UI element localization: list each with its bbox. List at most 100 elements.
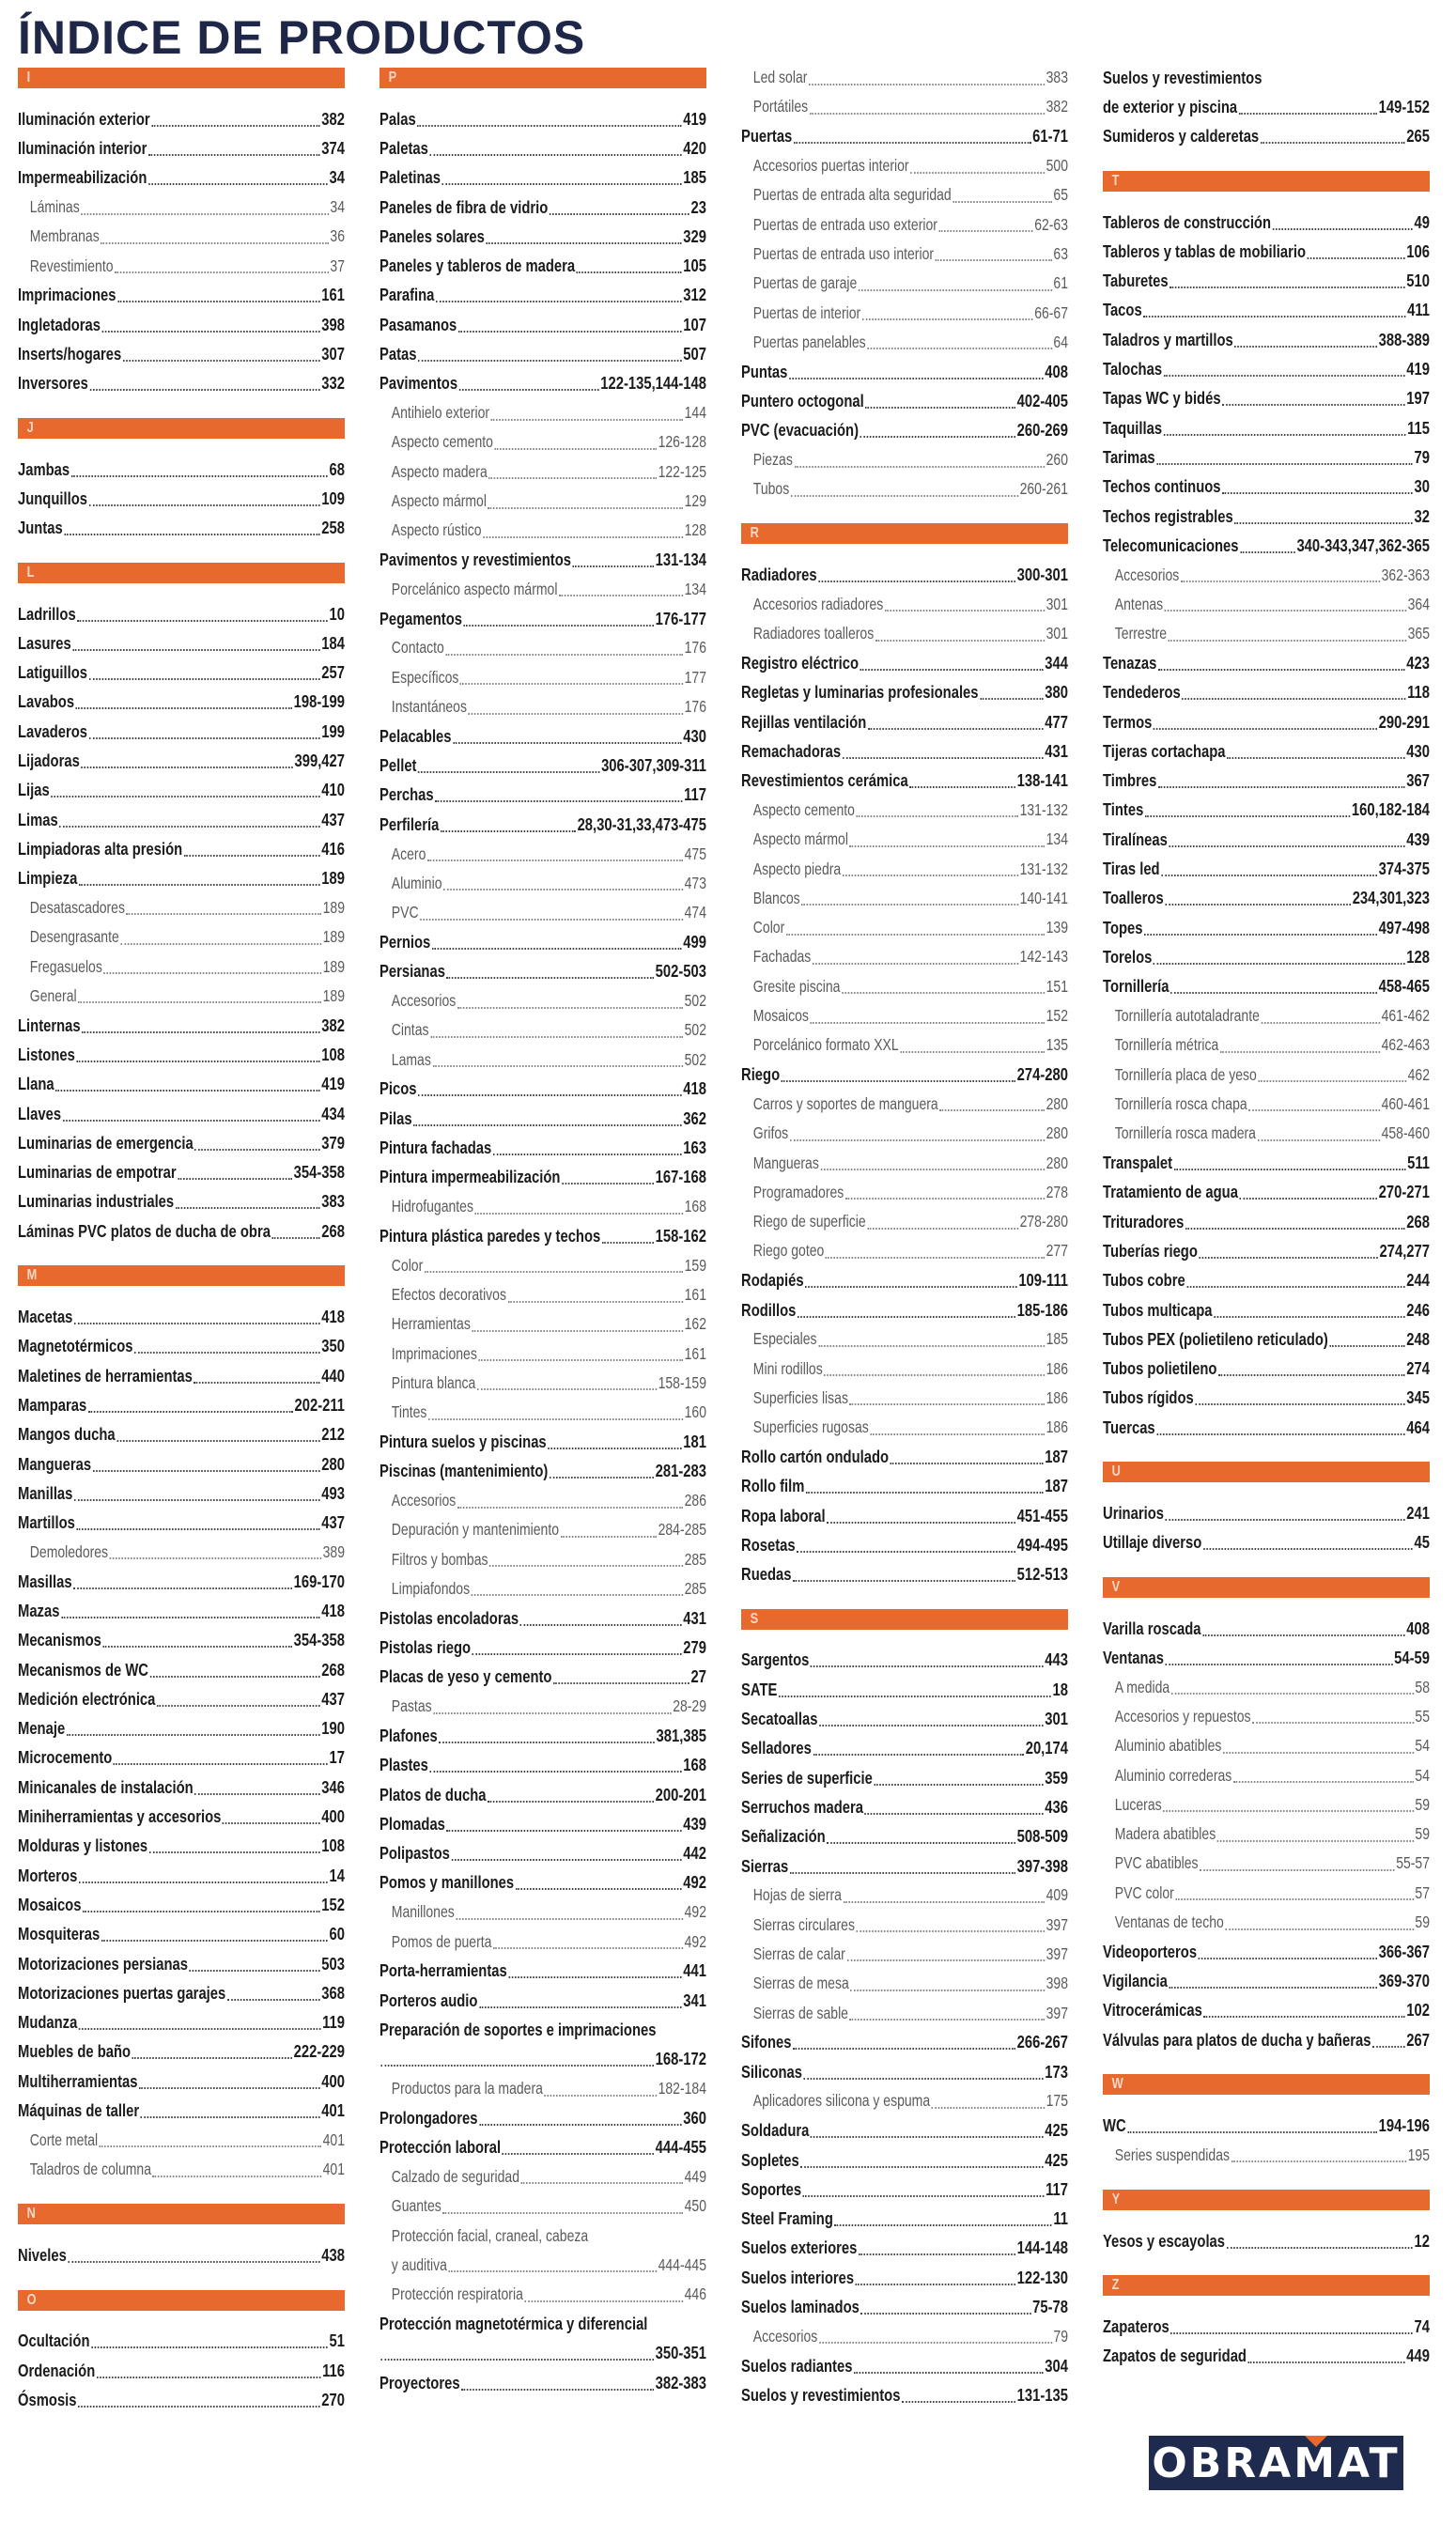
index-entry[interactable]: Lijas 410 (18, 776, 345, 805)
index-entry[interactable]: Tapas WC y bidés 197 (1103, 384, 1430, 413)
index-subentry[interactable]: Desengrasante 189 (18, 922, 345, 952)
index-subentry[interactable]: Protección respiratoria 446 (379, 2280, 706, 2309)
index-entry[interactable]: Steel Framing 11 (741, 2204, 1068, 2233)
index-subentry[interactable]: Madera abatibles 59 (1103, 1819, 1430, 1849)
index-subentry[interactable]: Aspecto mármol 134 (741, 825, 1068, 854)
index-entry[interactable]: Taladros y martillos 388-389 (1103, 325, 1430, 354)
index-entry[interactable]: Iluminación exterior 382 (18, 104, 345, 133)
index-subentry[interactable]: Piezas 260 (741, 445, 1068, 474)
index-entry[interactable]: Pellet 306-307,309-311 (379, 751, 706, 781)
index-entry[interactable]: Plafones 381,385 (379, 1721, 706, 1750)
index-subentry[interactable]: Herramientas 162 (379, 1309, 706, 1339)
index-entry[interactable]: Persianas 502-503 (379, 957, 706, 986)
index-entry[interactable]: Multiherramientas 400 (18, 2067, 345, 2096)
index-entry[interactable]: Tijeras cortachapa 430 (1103, 736, 1430, 766)
index-entry[interactable]: Luminarias de emergencia 379 (18, 1128, 345, 1157)
index-subentry[interactable]: Color 159 (379, 1251, 706, 1280)
index-subentry[interactable]: Tubos 260-261 (741, 474, 1068, 503)
index-entry[interactable]: Serruchos madera 436 (741, 1792, 1068, 1821)
index-entry[interactable]: Ropa laboral 451-455 (741, 1501, 1068, 1530)
index-entry[interactable]: Taburetes 510 (1103, 266, 1430, 295)
index-subentry[interactable]: Fregasuelos 189 (18, 952, 345, 981)
index-entry[interactable]: Suelos interiores 122-130 (741, 2263, 1068, 2292)
index-entry[interactable]: Llana 419 (18, 1070, 345, 1099)
index-entry[interactable]: Tendederos 118 (1103, 678, 1430, 707)
index-subentry[interactable]: Lamas 502 (379, 1045, 706, 1075)
index-entry[interactable]: Mecanismos de WC 268 (18, 1655, 345, 1684)
index-entry[interactable]: Inserts/hogares 307 (18, 339, 345, 368)
index-entry[interactable]: Pintura fachadas 163 (379, 1133, 706, 1162)
index-entry[interactable]: Macetas 418 (18, 1302, 345, 1331)
index-entry[interactable]: Lijadoras 399,427 (18, 746, 345, 775)
index-entry[interactable]: Plomadas 439 (379, 1809, 706, 1838)
index-entry[interactable]: Pilas 362 (379, 1104, 706, 1133)
index-entry[interactable]: Ventanas 54-59 (1103, 1643, 1430, 1672)
index-subentry[interactable]: Luceras 59 (1103, 1790, 1430, 1819)
index-entry[interactable]: Puntas 408 (741, 357, 1068, 386)
index-subentry[interactable]: Portátiles 382 (741, 92, 1068, 121)
index-subentry[interactable]: Tornillería placa de yeso 462 (1103, 1061, 1430, 1090)
index-entry[interactable]: Sargentos 443 (741, 1646, 1068, 1675)
index-entry[interactable]: Mosquiteras 60 (18, 1920, 345, 1949)
index-subentry[interactable]: Hidrofugantes 168 (379, 1192, 706, 1221)
index-subentry[interactable]: Superficies rugosas 186 (741, 1413, 1068, 1442)
index-entry[interactable]: Tintes 160,182-184 (1103, 796, 1430, 825)
index-entry[interactable]: 168-172 (379, 2045, 706, 2074)
index-entry[interactable]: Perfilería 28,30-31,33,473-475 (379, 810, 706, 839)
index-entry[interactable]: Limas 437 (18, 805, 345, 834)
index-subentry[interactable]: Contacto 176 (379, 633, 706, 662)
index-entry[interactable]: Suelos y revestimientos 131-135 (741, 2380, 1068, 2409)
index-subentry[interactable]: Cintas 502 (379, 1015, 706, 1045)
index-entry[interactable]: Torelos 128 (1103, 942, 1430, 971)
index-entry[interactable]: Suelos radiantes 304 (741, 2351, 1068, 2380)
index-entry[interactable]: Tubos PEX (polietileno reticulado) 248 (1103, 1324, 1430, 1354)
index-entry[interactable]: Techos registrables 32 (1103, 502, 1430, 531)
index-entry[interactable]: Plastes 168 (379, 1751, 706, 1780)
index-entry[interactable]: Soldadura 425 (741, 2116, 1068, 2145)
index-entry[interactable]: Rodapiés 109-111 (741, 1266, 1068, 1295)
index-entry[interactable]: Suelos laminados 75-78 (741, 2292, 1068, 2321)
index-subentry[interactable]: Porcelánico aspecto mármol 134 (379, 575, 706, 604)
index-entry[interactable]: Videoporteros 366-367 (1103, 1937, 1430, 1966)
index-entry[interactable]: Talochas 419 (1103, 354, 1430, 383)
index-entry[interactable]: Sierras 397-398 (741, 1851, 1068, 1881)
index-subentry[interactable]: Accesorios 286 (379, 1486, 706, 1515)
index-entry[interactable]: Martillos 437 (18, 1508, 345, 1537)
index-subentry[interactable]: Mosaicos 152 (741, 1001, 1068, 1030)
index-subentry[interactable]: Tornillería autotaladrante 461-462 (1103, 1001, 1430, 1030)
index-subentry[interactable]: Especiales 185 (741, 1324, 1068, 1354)
index-subentry[interactable]: Manillones 492 (379, 1897, 706, 1927)
index-subentry[interactable]: Fachadas 142-143 (741, 942, 1068, 971)
index-entry[interactable]: Lavaderos 199 (18, 717, 345, 746)
index-subentry[interactable]: Porcelánico formato XXL 135 (741, 1030, 1068, 1060)
index-entry[interactable]: PVC (evacuación) 260-269 (741, 416, 1068, 445)
index-entry[interactable]: Tacos 411 (1103, 296, 1430, 325)
index-subentry[interactable]: Tornillería métrica 462-463 (1103, 1030, 1430, 1060)
index-subentry[interactable]: Depuración y mantenimiento 284-285 (379, 1515, 706, 1544)
index-entry[interactable]: Tableros y tablas de mobiliario 106 (1103, 237, 1430, 266)
index-subentry[interactable]: Membranas 36 (18, 222, 345, 251)
index-entry[interactable]: Prolongadores 360 (379, 2103, 706, 2132)
index-subentry[interactable]: Desatascadores 189 (18, 893, 345, 922)
index-entry[interactable]: Perchas 117 (379, 781, 706, 810)
index-subentry[interactable]: Guantes 450 (379, 2191, 706, 2221)
index-subentry[interactable]: Color 139 (741, 913, 1068, 942)
index-entry[interactable]: Luminarias de empotrar 354-358 (18, 1158, 345, 1187)
index-entry[interactable]: Mazas 418 (18, 1596, 345, 1625)
index-entry[interactable]: Maletines de herramientas 440 (18, 1361, 345, 1390)
index-entry[interactable]: Varilla roscada 408 (1103, 1614, 1430, 1643)
index-entry[interactable]: Motorizaciones persianas 503 (18, 1949, 345, 1978)
index-entry[interactable]: Revestimientos cerámica 138-141 (741, 766, 1068, 796)
index-entry[interactable]: Lavabos 198-199 (18, 688, 345, 717)
index-entry[interactable]: Pasamanos 107 (379, 310, 706, 339)
index-entry[interactable]: Riego 274-280 (741, 1061, 1068, 1090)
index-entry[interactable]: Rosetas 494-495 (741, 1530, 1068, 1559)
index-entry[interactable]: Pistolas encoladoras 431 (379, 1603, 706, 1633)
index-entry[interactable]: Pintura impermeabilización 167-168 (379, 1163, 706, 1192)
index-entry[interactable]: Pintura suelos y piscinas 181 (379, 1427, 706, 1456)
index-entry[interactable]: Techos continuos 30 (1103, 472, 1430, 502)
index-subentry[interactable]: Láminas 34 (18, 193, 345, 222)
index-entry[interactable]: Tubos rígidos 345 (1103, 1384, 1430, 1413)
index-subentry[interactable]: Limpiafondos 285 (379, 1574, 706, 1603)
index-entry[interactable]: Morteros 14 (18, 1861, 345, 1890)
